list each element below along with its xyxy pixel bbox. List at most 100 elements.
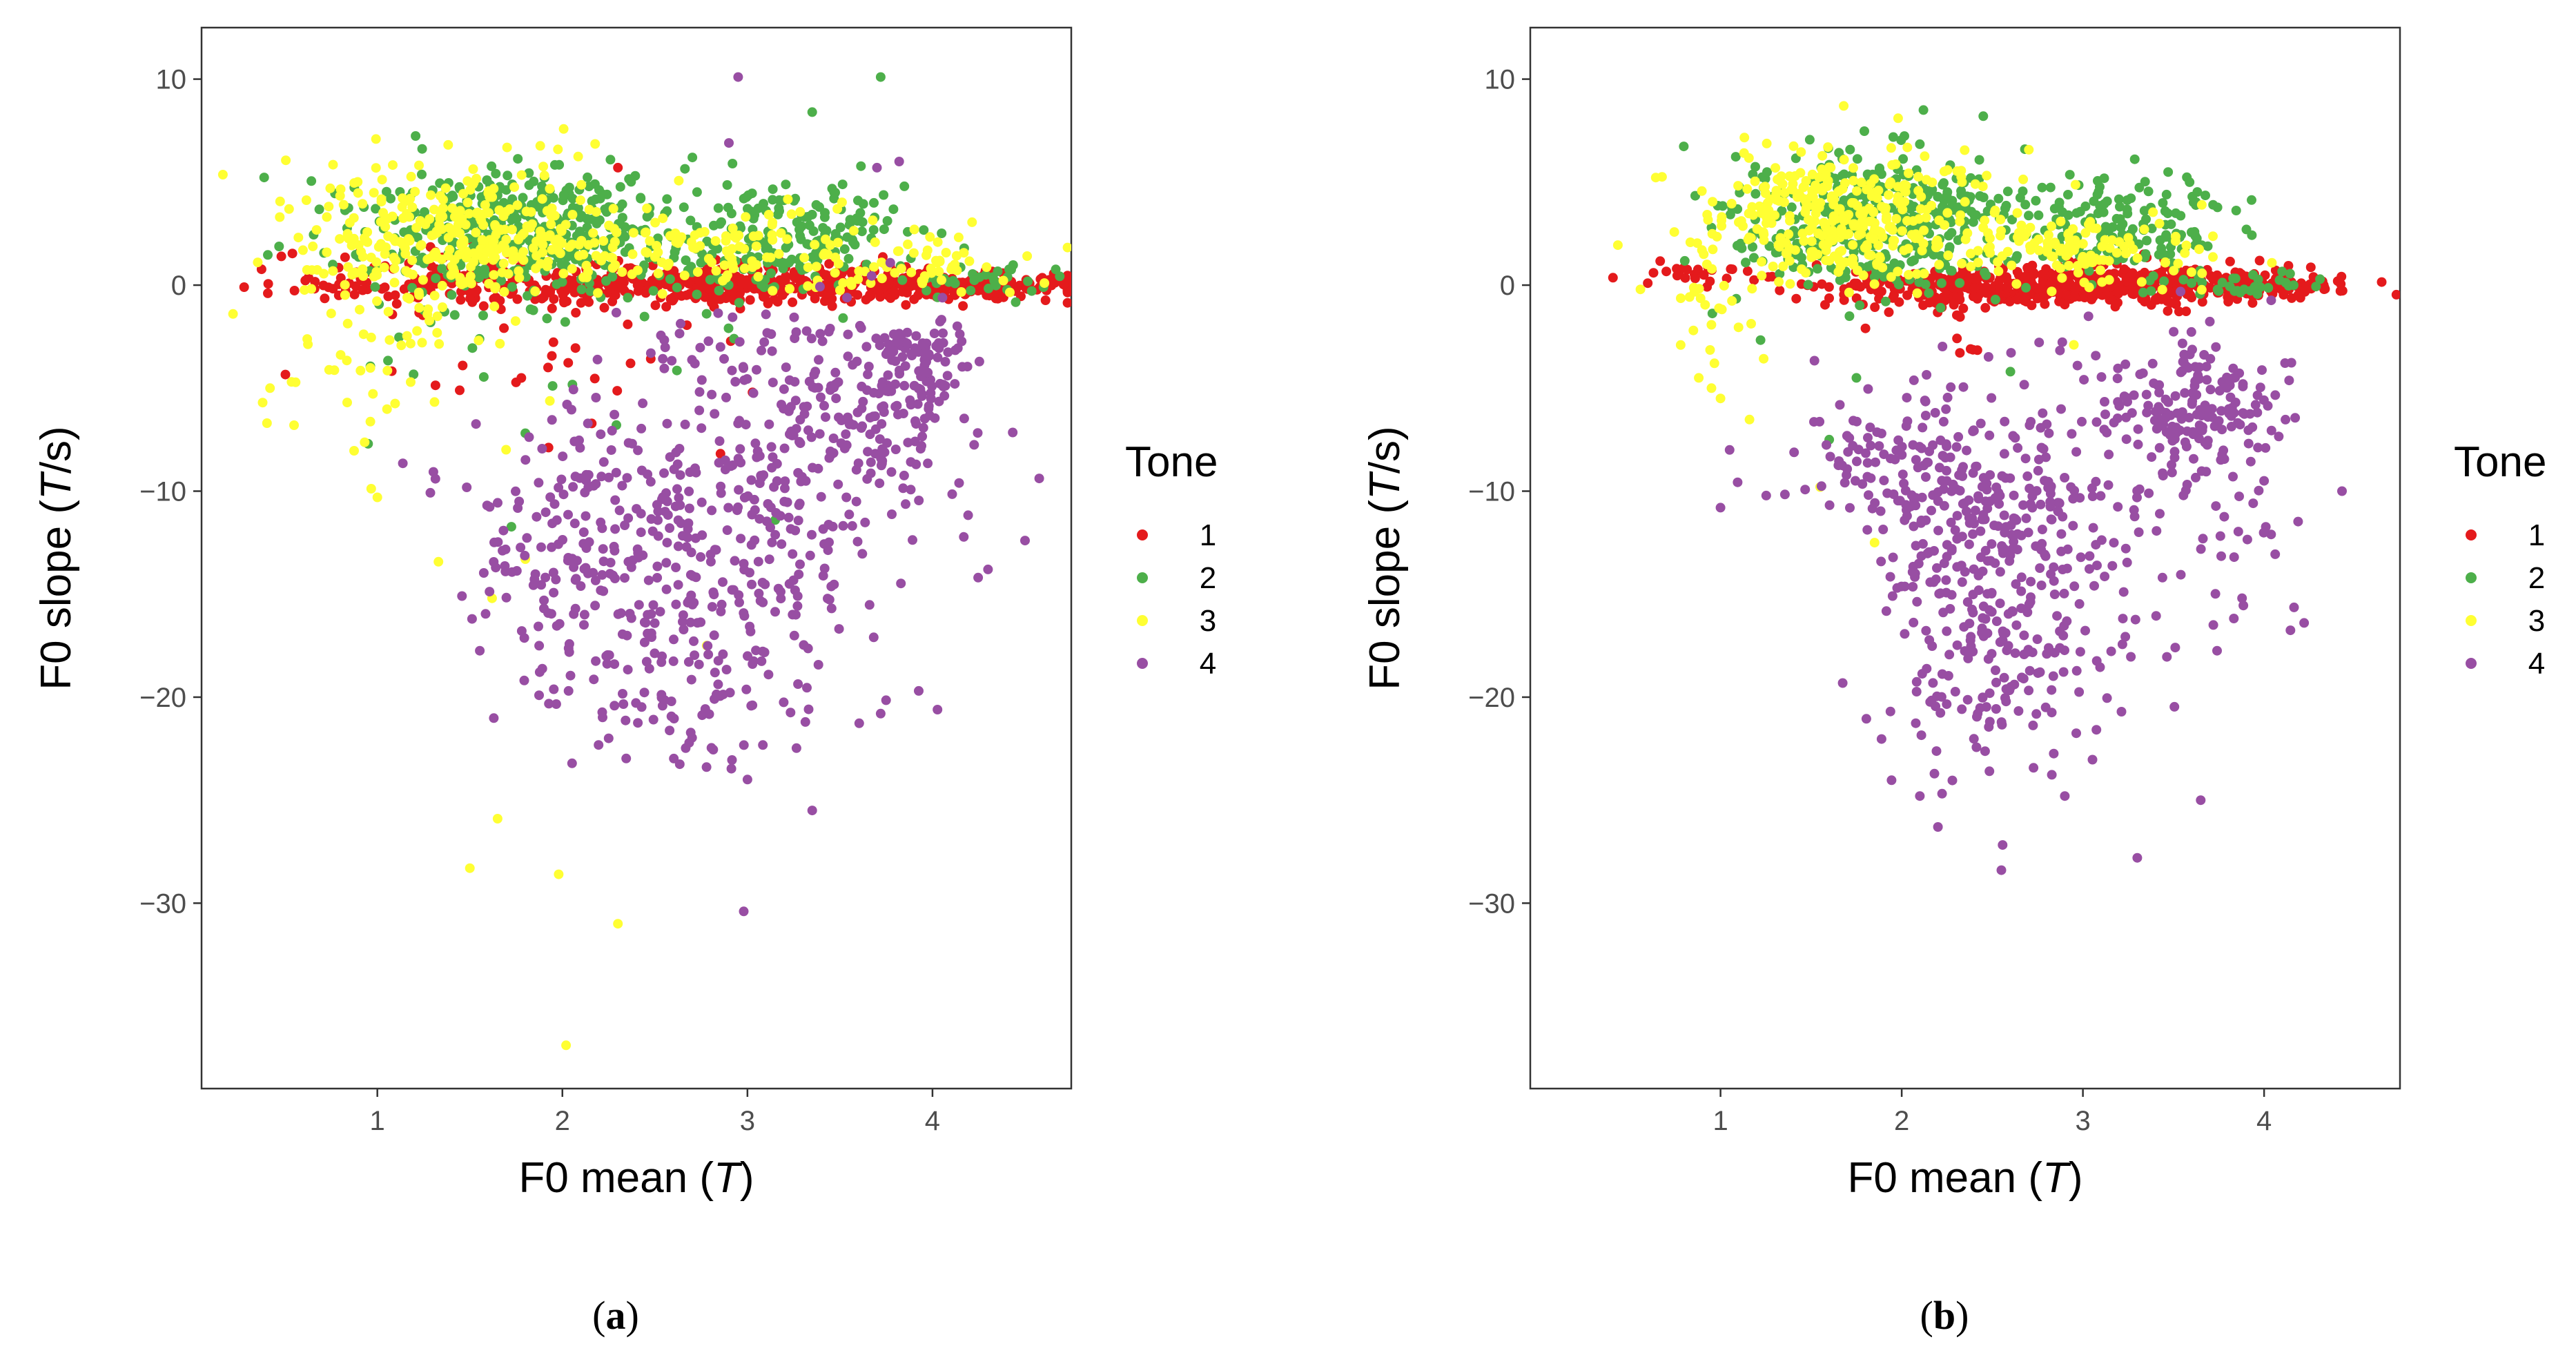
data-point-tone-2	[2045, 182, 2056, 193]
data-point-tone-3	[574, 251, 584, 261]
data-point-tone-3	[542, 261, 552, 271]
data-point-tone-3	[340, 290, 350, 300]
data-point-tone-3	[462, 197, 473, 208]
data-point-tone-3	[1801, 268, 1811, 278]
data-point-tone-4	[1909, 617, 1919, 627]
data-point-tone-4	[594, 740, 604, 750]
plot-border	[200, 26, 1073, 1090]
data-point-tone-2	[2247, 195, 2256, 205]
data-point-tone-4	[1973, 494, 1984, 504]
data-point-tone-4	[1985, 496, 1996, 507]
data-point-tone-4	[607, 425, 617, 436]
data-point-tone-4	[2060, 473, 2070, 483]
data-point-tone-1	[478, 301, 489, 311]
data-point-tone-4	[803, 704, 814, 714]
data-point-tone-4	[792, 591, 803, 601]
data-point-tone-4	[674, 329, 685, 339]
data-point-tone-3	[721, 273, 731, 283]
data-point-tone-3	[1993, 257, 2003, 267]
data-point-tone-1	[995, 288, 1005, 298]
data-point-tone-1	[467, 297, 478, 307]
data-point-tone-3	[1062, 242, 1071, 253]
data-point-tone-4	[2034, 338, 2045, 348]
data-point-tone-4	[866, 457, 876, 467]
data-point-tone-3	[1893, 266, 1903, 277]
data-point-tone-4	[779, 384, 789, 394]
data-point-tone-4	[683, 518, 694, 528]
data-point-tone-4	[896, 578, 906, 589]
data-point-tone-3	[466, 262, 476, 272]
data-point-tone-3	[465, 185, 476, 195]
data-point-tone-3	[1957, 258, 1967, 269]
data-point-tone-2	[1839, 169, 1849, 179]
data-point-tone-2	[1749, 253, 1759, 263]
data-point-tone-4	[650, 618, 660, 628]
data-point-tone-4	[794, 498, 805, 509]
data-point-tone-1	[2377, 277, 2387, 287]
data-point-tone-2	[502, 170, 513, 181]
data-point-tone-3	[335, 184, 346, 195]
data-point-tone-2	[2098, 207, 2109, 217]
data-point-tone-4	[563, 643, 574, 654]
data-point-tone-4	[656, 657, 667, 668]
data-point-tone-3	[335, 234, 345, 244]
data-point-tone-4	[894, 157, 904, 166]
x-axis-title: F0 mean (T)	[518, 1154, 754, 1202]
data-point-tone-4	[663, 510, 673, 520]
data-point-tone-4	[856, 323, 866, 333]
data-point-tone-4	[514, 496, 525, 507]
data-point-tone-2	[448, 191, 458, 202]
data-point-tone-1	[1690, 273, 1700, 284]
data-point-tone-2	[2024, 211, 2033, 221]
data-point-tone-4	[1822, 440, 1831, 450]
data-point-tone-1	[613, 162, 623, 173]
data-point-tone-3	[1750, 176, 1760, 186]
data-point-tone-2	[407, 282, 418, 293]
data-point-tone-3	[546, 220, 556, 229]
data-point-tone-4	[500, 544, 511, 554]
data-point-tone-3	[909, 224, 919, 235]
data-point-tone-4	[1034, 474, 1044, 484]
data-point-tone-1	[1062, 271, 1071, 281]
data-point-tone-2	[394, 332, 404, 342]
data-point-tone-4	[857, 421, 868, 431]
data-point-tone-4	[1946, 545, 1957, 556]
data-point-tone-3	[340, 280, 350, 290]
data-point-tone-3	[514, 273, 525, 283]
data-point-tone-3	[2186, 267, 2196, 277]
data-point-tone-4	[1989, 520, 2000, 531]
data-point-tone-3	[1788, 141, 1799, 151]
data-point-tone-3	[489, 301, 500, 311]
data-point-tone-4	[475, 645, 485, 656]
data-point-tone-4	[596, 429, 606, 440]
data-point-tone-4	[890, 356, 901, 367]
data-point-tone-4	[2005, 473, 2016, 483]
data-point-tone-2	[1896, 135, 1906, 146]
data-point-tone-3	[1733, 322, 1744, 333]
data-point-tone-4	[2072, 360, 2082, 371]
data-point-tone-4	[875, 478, 885, 489]
data-point-tone-4	[2012, 545, 2022, 555]
data-point-tone-3	[998, 275, 1008, 286]
data-point-tone-2	[524, 168, 534, 178]
data-point-tone-2	[2140, 177, 2150, 187]
data-point-tone-2	[1786, 202, 1797, 213]
data-point-tone-4	[793, 679, 803, 689]
data-point-tone-1	[1721, 273, 1732, 284]
data-point-tone-3	[558, 269, 569, 279]
data-point-tone-4	[609, 409, 620, 420]
data-point-tone-3	[1970, 179, 1980, 189]
data-point-tone-4	[620, 573, 630, 583]
data-point-tone-4	[675, 470, 685, 480]
data-point-tone-4	[644, 663, 654, 674]
data-point-tone-4	[802, 401, 812, 411]
data-point-tone-4	[947, 489, 957, 499]
data-point-tone-3	[429, 397, 440, 407]
data-point-tone-3	[437, 280, 447, 291]
data-point-tone-4	[567, 758, 577, 768]
data-point-tone-1	[1699, 270, 1709, 280]
data-point-tone-2	[2107, 222, 2118, 232]
data-point-tone-2	[743, 204, 752, 214]
data-point-tone-4	[1950, 525, 1960, 535]
